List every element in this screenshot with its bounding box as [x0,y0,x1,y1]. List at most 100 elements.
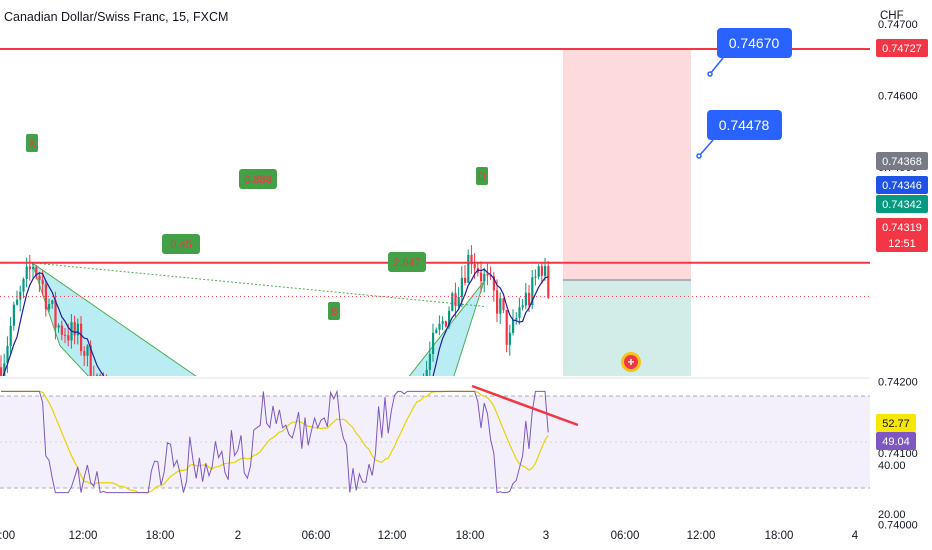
candle-body [288,520,290,526]
candle-body [0,367,3,376]
candle-body [301,503,303,521]
candle-body [378,511,380,523]
price-tick-label: 0.74100 [878,448,918,460]
candle-body [64,334,67,336]
candle-body [492,276,495,291]
candle-body [346,499,348,509]
pattern-point-label: B [330,306,337,318]
candle-body [310,521,312,522]
overlays[interactable]: 0.74670 0.74478 X B D 0.888 0.45 2.647 + [0,28,870,372]
price-badge [876,152,928,170]
candle-body [195,524,197,525]
rsi-badge [876,432,916,450]
candle-body [470,254,473,265]
candle-body [176,505,178,521]
callout-label: 0.74670 [729,35,780,51]
candle-body [384,508,386,524]
candle-body [524,292,527,306]
price-badge-label: 0.74342 [882,199,922,211]
candle-body [57,325,60,328]
candle-body [508,332,511,345]
candle-body [163,509,165,512]
candle-body [253,545,255,546]
rsi-divergence-line[interactable] [471,384,579,427]
time-tick-label: 2 [235,530,241,542]
candle-body [317,502,319,506]
candle-body [320,488,322,505]
candle-body [460,277,463,298]
candle-body [473,264,476,269]
time-tick-label: 18:00 [146,530,175,542]
candle-body [457,297,460,307]
candle-body [441,321,444,324]
candle-body [298,503,300,523]
rsi-badge [876,414,916,432]
candle-body [237,547,239,550]
candle-body [480,272,483,282]
rsi-tick-label: 40.00 [878,460,906,472]
time-tick-label: 12:00 [687,530,716,542]
candle-body [352,528,354,547]
price-badge [876,218,928,252]
axes: 0.747000.746000.745000.742000.741000.740… [0,19,928,542]
candle-body [179,513,181,521]
pattern-fill-xab [31,261,197,376]
ratio-label: 2.647 [393,257,421,269]
candle-body [259,527,261,543]
candle-body [547,266,550,298]
candle-body [438,323,441,330]
candle-body [189,507,191,520]
price-tick-label: 0.74700 [878,19,918,31]
callout-pointer [709,57,724,75]
candle-body [544,266,547,276]
candle-body [358,521,360,549]
position-target-zone[interactable] [563,48,691,280]
ratio-badge [388,252,426,272]
time-tick-label: 06:00 [611,530,640,542]
callout-box[interactable] [717,28,792,58]
candle-body [307,506,309,521]
candle-body [444,321,447,327]
candle-body [246,540,248,544]
candle-body [28,266,31,270]
price-badge [876,39,928,57]
candle-body [390,500,392,515]
candle-body [314,502,316,522]
candle-body [435,329,438,333]
candle-body [96,375,99,376]
price-badge-label: 0.74319 [882,222,922,234]
candle-body [186,520,188,528]
candle-body [173,505,175,506]
candle-body [272,515,274,532]
candle-body [202,518,204,543]
candle-body [51,300,54,304]
time-tick-label: 18:00 [765,530,794,542]
candle-body [67,335,70,341]
candle-body [6,345,9,364]
callout-pointer [698,139,714,157]
candle-body [540,266,543,276]
time-tick-label: 3 [543,530,549,542]
candle-body [294,511,296,523]
candle-body [12,304,15,326]
candle-body [432,332,435,354]
candle-body [93,379,95,386]
pattern-point-badge [26,134,38,152]
candle-body [35,266,38,276]
callout-box[interactable] [707,110,782,140]
candle-body [89,345,92,376]
candle-body [150,490,152,506]
candle-body [19,291,22,300]
time-tick-label: 12:00 [69,530,98,542]
candle-body [256,543,258,546]
candle-body [451,293,454,311]
ratio-label: 0.45 [170,239,191,251]
candle-body [518,307,521,318]
candle-body [16,299,19,305]
rsi-pane[interactable] [0,377,870,494]
candle-body [368,529,370,531]
candle-body [211,539,213,545]
candle-body [521,305,524,308]
candle-body [218,519,220,520]
